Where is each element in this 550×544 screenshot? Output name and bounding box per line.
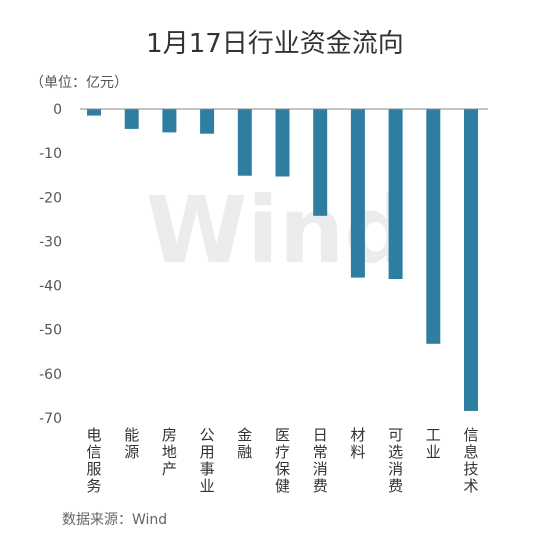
watermark-text: Wind xyxy=(146,177,410,284)
x-category-label: 工业 xyxy=(426,426,441,461)
x-category-label: 信息技术 xyxy=(463,426,478,495)
bar xyxy=(237,109,252,176)
x-category-label: 医疗保健 xyxy=(275,426,290,495)
source-label: 数据来源：Wind xyxy=(62,512,167,528)
bar xyxy=(200,109,215,134)
y-tick-label: -50 xyxy=(39,323,62,339)
bar xyxy=(275,109,290,177)
x-category-label: 日常消费 xyxy=(313,426,328,495)
y-axis-ticks: 0 -10 -20 -30 -40 -50 -60 -70 xyxy=(39,102,62,427)
x-category-label: 材料 xyxy=(350,426,365,461)
bars-group xyxy=(87,109,478,411)
bar xyxy=(464,109,478,411)
bar xyxy=(313,109,328,216)
chart-title: 1月17日行业资金流向 xyxy=(146,29,404,59)
x-category-label: 可选消费 xyxy=(388,426,403,495)
bar xyxy=(162,109,177,133)
y-tick-label: -70 xyxy=(39,411,62,427)
x-category-label: 金融 xyxy=(237,426,252,461)
x-category-label: 公用事业 xyxy=(200,426,215,495)
x-axis-categories: 电信服务 能源 房地产 公用事业 金融 医疗保健 日常消费 材料 可选消费 工业 信息技术 xyxy=(86,426,478,495)
bar xyxy=(426,109,441,344)
bar xyxy=(388,109,403,279)
x-category-label: 能源 xyxy=(124,426,139,461)
y-tick-label: -20 xyxy=(39,190,62,206)
unit-label: （单位：亿元） xyxy=(30,75,128,91)
y-tick-label: 0 xyxy=(53,102,62,118)
x-category-label: 电信服务 xyxy=(86,426,101,495)
y-tick-label: -10 xyxy=(39,146,62,162)
bar xyxy=(87,109,101,116)
bar xyxy=(350,109,365,278)
bar xyxy=(124,109,139,129)
y-tick-label: -40 xyxy=(39,279,62,295)
x-category-label: 房地产 xyxy=(162,426,177,478)
y-tick-label: -60 xyxy=(39,367,62,383)
y-tick-label: -30 xyxy=(39,234,62,250)
